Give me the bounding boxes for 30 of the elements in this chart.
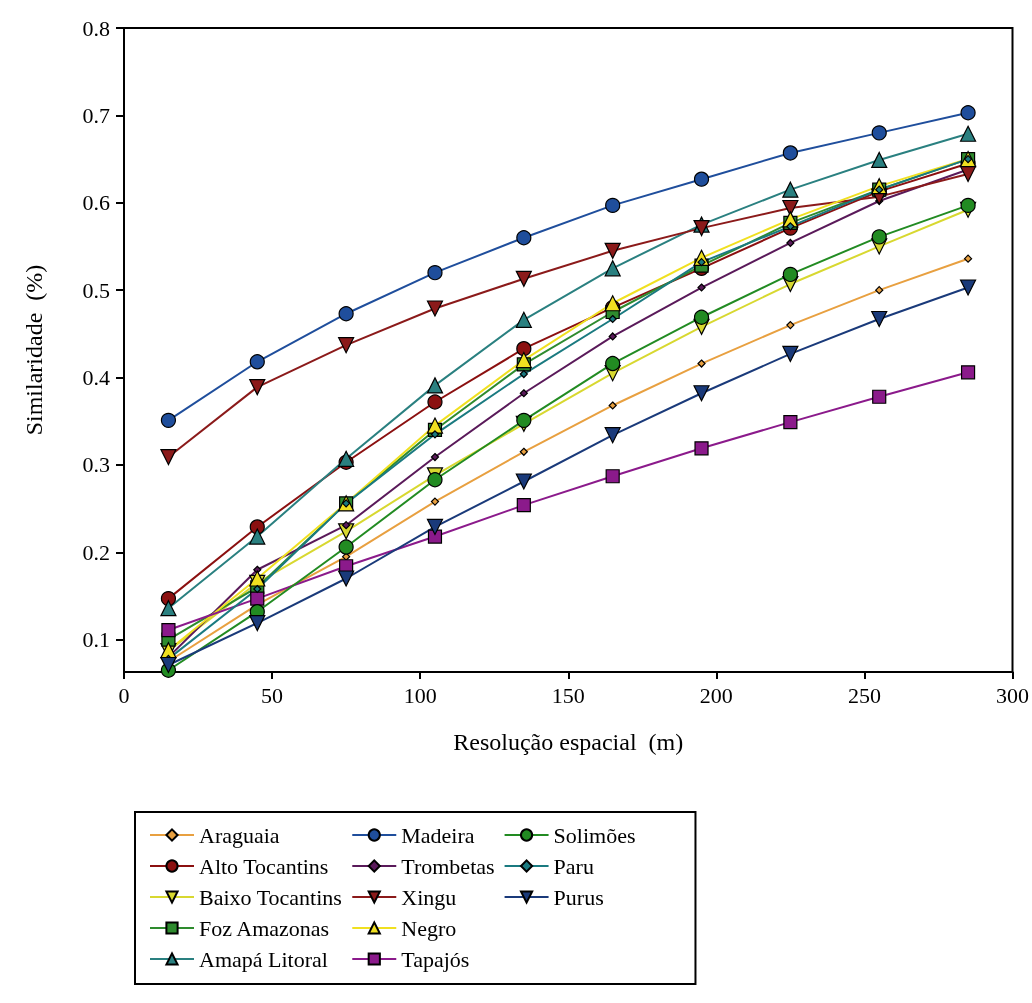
y-tick-label: 0.3 xyxy=(82,452,110,478)
y-tick-label: 0.8 xyxy=(82,15,110,41)
legend-label: Solimões xyxy=(553,822,636,848)
y-tick-label: 0.4 xyxy=(82,365,110,391)
legend-label: Xingu xyxy=(401,884,457,910)
legend-label: Araguaia xyxy=(199,822,280,848)
y-tick-label: 0.5 xyxy=(82,277,110,303)
y-tick-label: 0.7 xyxy=(82,102,110,128)
legend-label: Alto Tocantins xyxy=(199,853,329,879)
x-tick-label: 100 xyxy=(403,682,437,708)
legend-label: Baixo Tocantins xyxy=(199,884,342,910)
x-tick-label: 200 xyxy=(699,682,733,708)
legend-label: Paru xyxy=(553,853,594,879)
x-tick-label: 150 xyxy=(551,682,585,708)
x-tick-label: 300 xyxy=(996,682,1029,708)
legend-label: Purus xyxy=(553,884,604,910)
legend-label: Trombetas xyxy=(401,853,495,879)
legend-label: Amapá Litoral xyxy=(199,946,328,972)
y-axis-title: Similaridade (%) xyxy=(21,264,47,436)
y-tick-label: 0.2 xyxy=(82,539,110,565)
legend-label: Tapajós xyxy=(401,946,470,972)
x-tick-label: 50 xyxy=(261,682,284,708)
x-tick-label: 250 xyxy=(847,682,881,708)
y-tick-label: 0.1 xyxy=(82,627,110,653)
legend-label: Negro xyxy=(401,915,457,941)
legend-label: Madeira xyxy=(401,822,475,848)
y-tick-label: 0.6 xyxy=(82,190,110,216)
x-tick-label: 0 xyxy=(118,682,130,708)
x-axis-title: Resolução espacial (m) xyxy=(453,729,684,755)
legend-label: Foz Amazonas xyxy=(199,915,330,941)
